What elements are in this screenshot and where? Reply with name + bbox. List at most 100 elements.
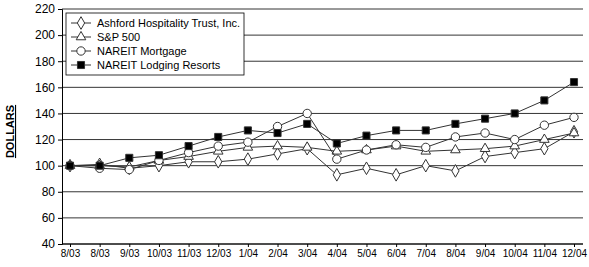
series-marker: [155, 152, 162, 159]
series-marker: [66, 161, 74, 169]
x-tick-label: 5/04: [357, 248, 377, 259]
x-tick-label: 2/04: [268, 248, 288, 259]
series-marker: [569, 127, 579, 135]
series-marker: [333, 168, 340, 181]
x-tick: 10/04: [503, 244, 528, 259]
series-marker: [392, 168, 399, 181]
grid-line: [62, 9, 583, 10]
grid-line: [62, 217, 583, 218]
series-marker: [452, 165, 459, 178]
y-tick-label: 200: [35, 28, 55, 42]
x-tick-label: 4/04: [328, 248, 348, 259]
series-marker: [303, 109, 311, 117]
series-marker: [481, 129, 489, 137]
legend-marker: [76, 31, 86, 39]
x-tick-mark: [544, 244, 545, 247]
series-marker: [244, 153, 251, 166]
series-marker: [422, 127, 429, 134]
series-marker: [363, 162, 370, 175]
x-tick: 3/04: [298, 244, 318, 259]
legend-box: [66, 13, 244, 75]
y-tick: 60: [42, 211, 62, 225]
x-tick: 11/03: [177, 244, 202, 259]
x-tick-label: 6/04: [387, 248, 407, 259]
grid-line: [62, 244, 583, 245]
x-tick: 7/04: [417, 244, 437, 259]
x-tick-label: 8/03: [61, 248, 81, 259]
y-tick-label: 120: [35, 133, 55, 147]
chart: 4060801001201401601802002208/038/039/031…: [0, 0, 589, 267]
grid-line: [62, 139, 583, 140]
x-tick-mark: [574, 244, 575, 247]
series-marker: [185, 143, 192, 150]
x-tick-mark: [396, 244, 397, 247]
legend: Ashford Hospitality Trust, Inc. S&P 500 NA…: [66, 13, 244, 75]
series-marker: [363, 132, 370, 139]
x-tick: 2/04: [268, 244, 288, 259]
series-marker: [451, 133, 459, 141]
x-tick: 9/04: [476, 244, 496, 259]
x-axis: 8/038/039/0310/0311/0312/031/042/043/044…: [61, 244, 588, 259]
y-tick: 220: [35, 2, 62, 16]
x-tick: 10/03: [147, 244, 172, 259]
grid-line: [62, 87, 583, 88]
x-tick-mark: [278, 244, 279, 247]
x-tick-mark: [70, 244, 71, 247]
x-tick-label: 11/03: [177, 248, 202, 259]
series: [66, 79, 577, 170]
series-marker: [215, 133, 222, 140]
grid-line: [62, 113, 583, 114]
legend-entry: S&P 500: [71, 31, 140, 43]
x-tick-label: 11/04: [533, 248, 558, 259]
y-tick-mark: [58, 218, 62, 219]
grid-line: [62, 191, 583, 192]
series-marker: [392, 141, 400, 149]
series-line: [70, 113, 574, 169]
y-tick-label: 160: [35, 81, 55, 95]
x-tick-label: 10/03: [147, 248, 172, 259]
x-tick-mark: [218, 244, 219, 247]
y-tick-label: 40: [42, 237, 56, 251]
y-tick-label: 220: [35, 2, 55, 16]
series-marker: [304, 120, 311, 127]
y-tick-mark: [58, 35, 62, 36]
series-marker: [66, 162, 73, 169]
series-marker: [302, 142, 312, 150]
x-tick-mark: [485, 244, 486, 247]
series-marker: [480, 143, 490, 151]
x-tick-label: 10/04: [503, 248, 528, 259]
y-tick-mark: [58, 140, 62, 141]
x-tick-label: 1/04: [239, 248, 259, 259]
series-marker: [452, 120, 459, 127]
y-axis-title: DOLLARS: [4, 105, 16, 158]
y-tick-mark: [58, 113, 62, 114]
series-marker: [274, 148, 281, 161]
legend-label: S&P 500: [97, 31, 140, 43]
x-tick-label: 3/04: [298, 248, 318, 259]
x-tick: 6/04: [387, 244, 407, 259]
y-tick-mark: [58, 87, 62, 88]
legend-label: NAREIT Mortgage: [97, 45, 187, 57]
x-tick: 12/04: [562, 244, 587, 259]
series-marker: [273, 141, 283, 149]
x-axis-line: [62, 244, 583, 245]
y-tick-mark: [58, 61, 62, 62]
x-tick-label: 7/04: [417, 248, 437, 259]
legend-label: Ashford Hospitality Trust, Inc.: [97, 17, 240, 29]
x-tick: 9/03: [120, 244, 140, 259]
series-marker: [125, 165, 133, 173]
grid: [62, 9, 583, 244]
legend-marker: [77, 61, 84, 68]
series-marker: [482, 115, 489, 122]
x-tick: 8/04: [446, 244, 466, 259]
y-tick: 120: [35, 133, 62, 147]
series-marker: [541, 97, 548, 104]
y-tick-label: 100: [35, 159, 55, 173]
series-marker: [96, 162, 103, 169]
x-tick: 12/03: [206, 244, 231, 259]
x-tick: 8/03: [61, 244, 81, 259]
series-marker: [126, 154, 133, 161]
x-tick: 4/04: [328, 244, 348, 259]
x-tick-mark: [159, 244, 160, 247]
legend-marker: [77, 47, 85, 55]
